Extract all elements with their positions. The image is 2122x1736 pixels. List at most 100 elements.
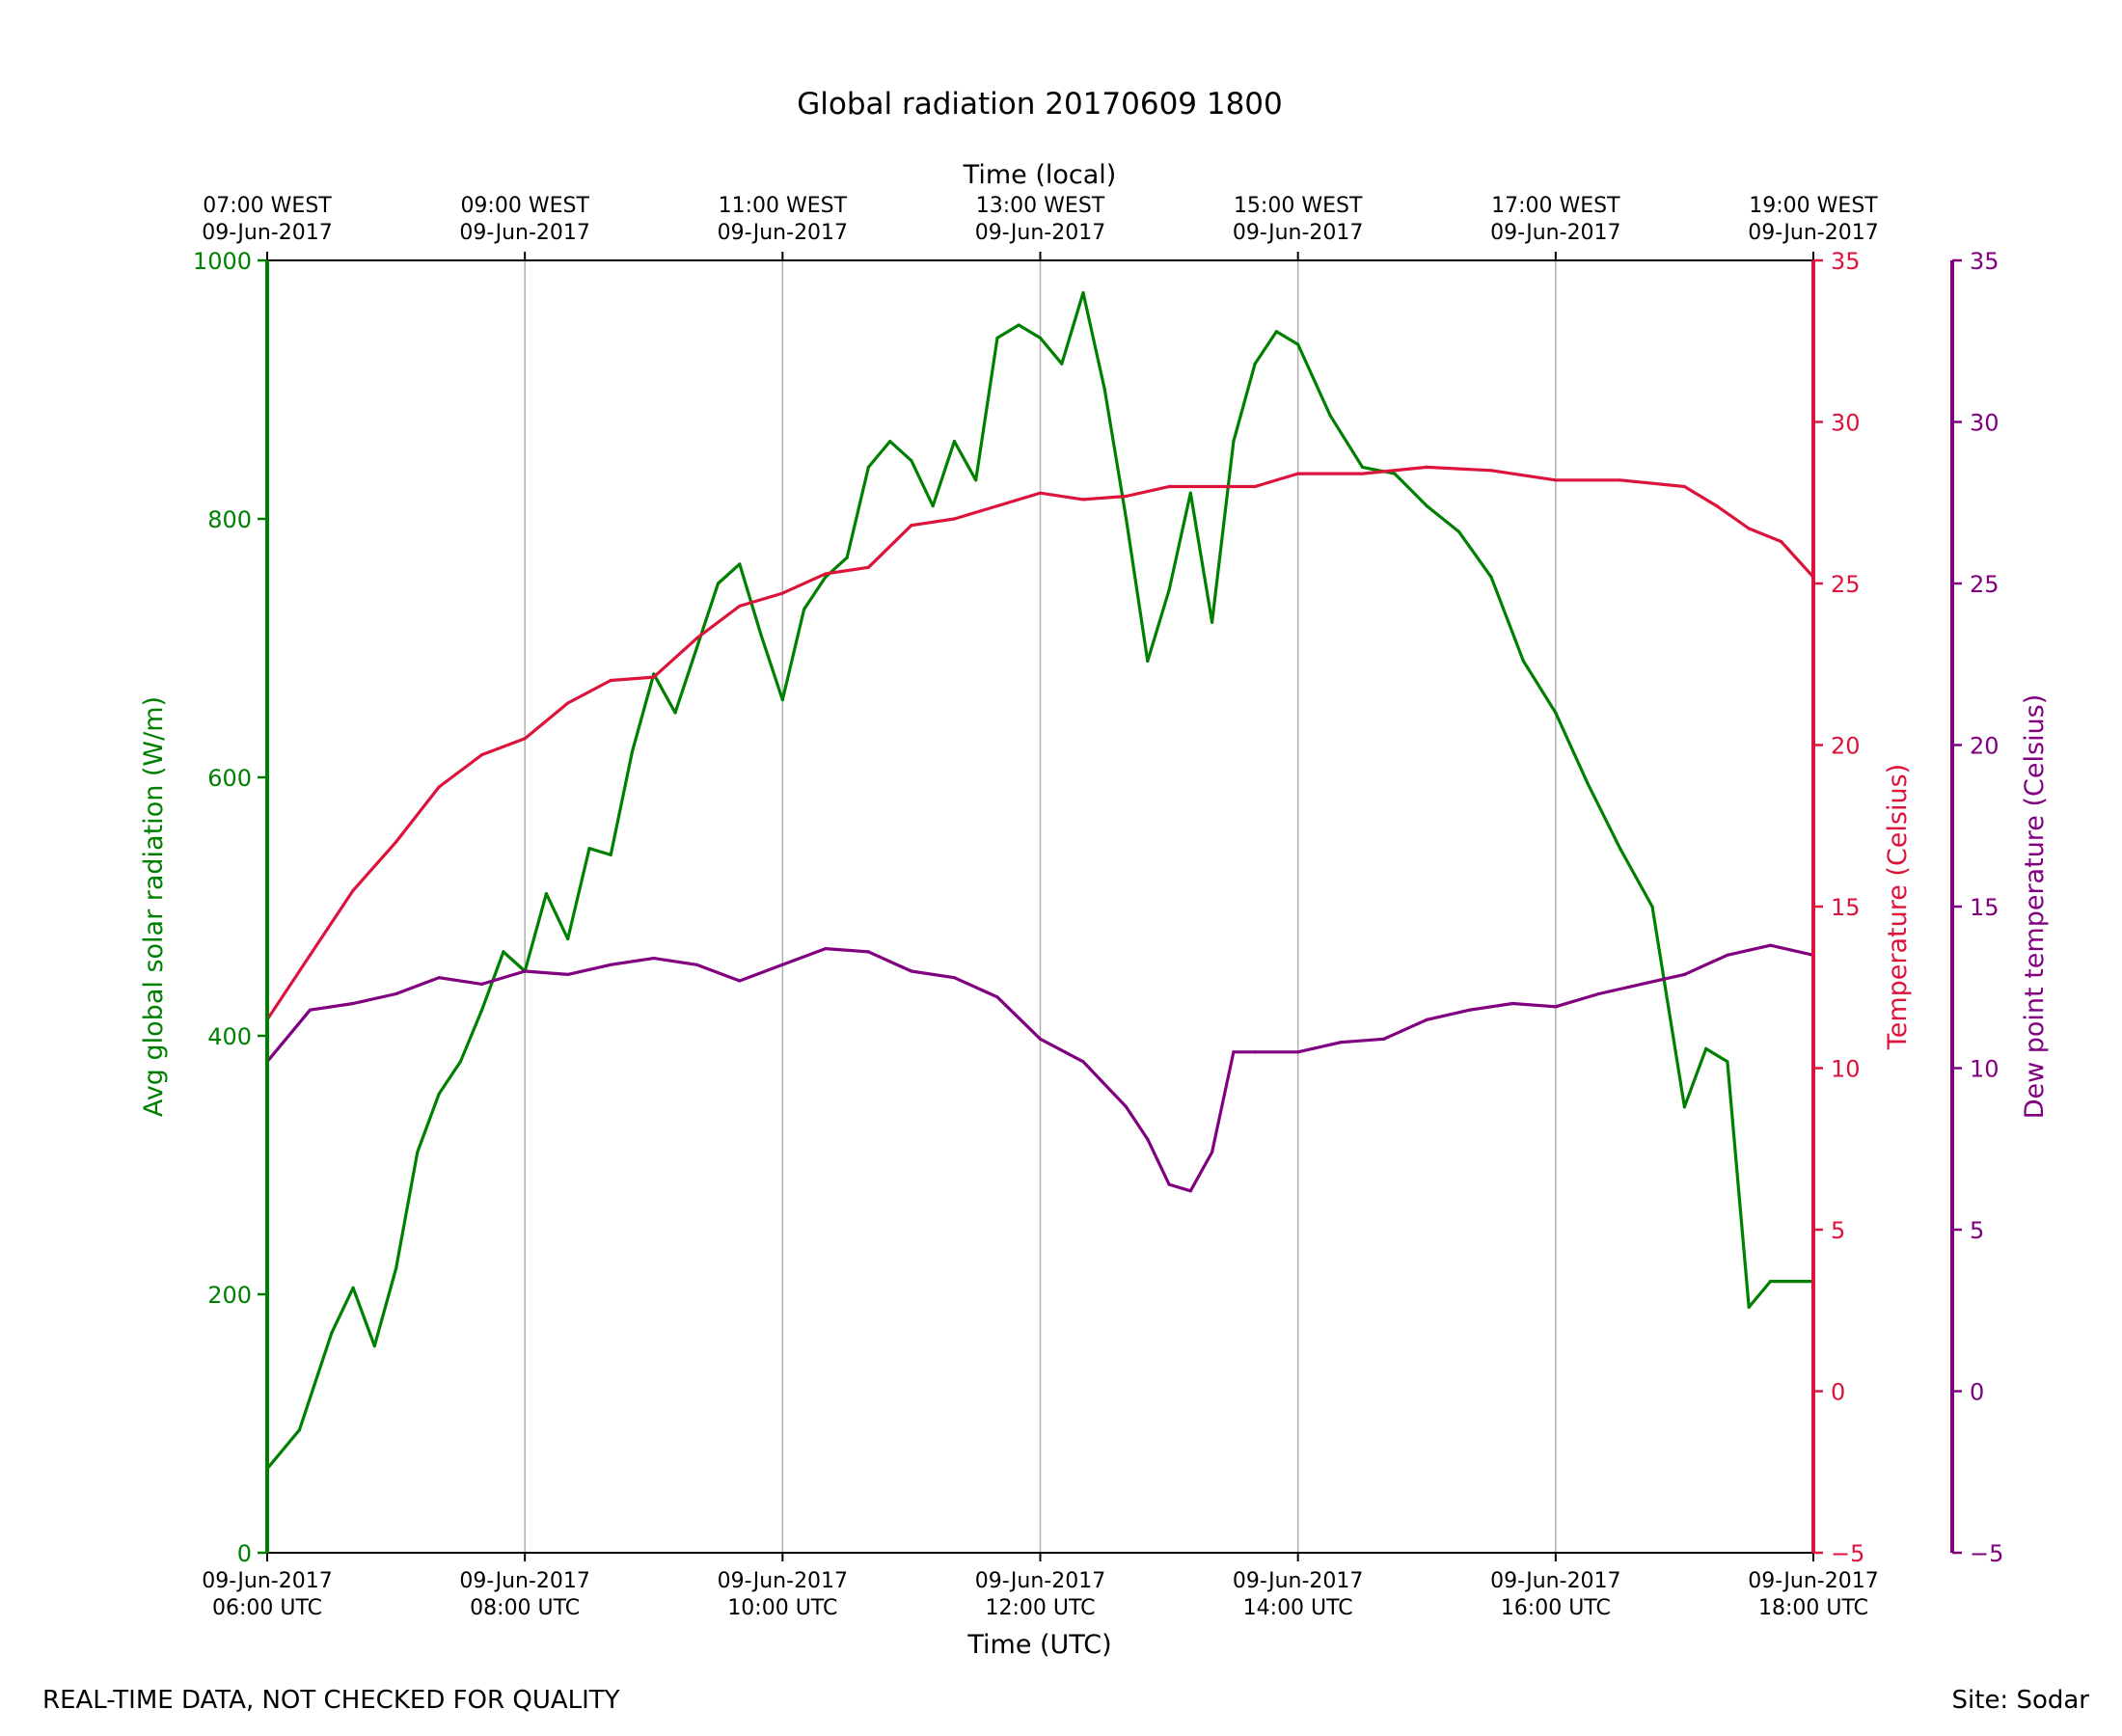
temperature-axis-tick-label: 35 [1831,248,1861,275]
data-point-temperature [1253,484,1257,489]
data-point-dewpoint [437,976,441,980]
temperature-axis-tick-label: −5 [1831,1540,1864,1567]
data-point-radiation [1360,465,1365,469]
data-point-radiation [1328,414,1332,418]
data-point-radiation [297,1428,301,1432]
radiation-axis-tick-label: 200 [207,1282,252,1309]
data-point-dewpoint [1124,1105,1129,1109]
data-point-dewpoint [480,982,484,987]
data-point-radiation [351,1286,355,1289]
x-tick-label: 08:00 UTC [470,1596,580,1620]
temperature-axis-tick-label: 0 [1831,1379,1845,1406]
data-point-dewpoint [1339,1041,1343,1044]
top-x-axis-label: Time (local) [963,160,1117,190]
x-tick-label: 14:00 UTC [1243,1596,1353,1620]
data-point-radiation [1619,847,1622,851]
top-x-tick-label: 07:00 WEST [203,194,332,218]
x-tick-label: 09-Jun-2017 [975,1569,1105,1593]
data-point-radiation [1768,1280,1773,1284]
y-axis-label-dewpoint: Dew point temperature (Celsius) [2020,694,2050,1120]
data-point-radiation [372,1344,376,1348]
data-point-dewpoint [952,976,957,980]
axes-layer: 09-Jun-2017 06:00 UTC 07:00 WEST 09-Jun-201… [193,194,2003,1620]
data-point-radiation [1682,1105,1687,1109]
data-point-dewpoint [738,979,742,983]
dewpoint-axis-tick-label: 0 [1970,1379,1984,1406]
data-point-dewpoint [1038,1037,1043,1041]
x-tick-label: 09-Jun-2017 [718,1569,848,1593]
x-axis-label: Time (UTC) [966,1630,1111,1660]
data-point-dewpoint [394,991,398,996]
x-tick-label: 06:00 UTC [212,1596,322,1620]
data-point-temperature [1682,484,1687,489]
data-point-radiation [1274,330,1279,334]
data-point-temperature [609,678,612,683]
data-point-radiation [910,459,913,463]
top-x-tick-label: 09-Jun-2017 [459,221,589,245]
series-layer [265,290,1815,1471]
data-point-radiation [1081,290,1085,295]
data-point-radiation [416,1151,420,1154]
x-tick-label: 09-Jun-2017 [202,1569,332,1593]
data-point-dewpoint [995,995,999,999]
data-point-dewpoint [1468,1008,1472,1012]
data-point-dewpoint [566,972,570,976]
data-point-radiation [1253,362,1257,366]
data-point-temperature [480,752,484,757]
data-point-radiation [609,853,612,857]
data-point-dewpoint [1188,1189,1192,1193]
quality-note: REAL-TIME DATA, NOT CHECKED FOR QUALITY [42,1686,620,1715]
data-point-radiation [1425,504,1428,508]
top-x-tick-label: 09:00 WEST [460,194,589,218]
data-point-temperature [652,675,656,679]
data-point-radiation [802,608,806,611]
top-x-tick-label: 09-Jun-2017 [975,221,1105,245]
data-point-radiation [1211,620,1214,624]
data-point-dewpoint [910,969,913,973]
chart-title: Global radiation 20170609 1800 [797,87,1283,122]
data-point-radiation [673,711,677,715]
data-point-radiation [502,950,505,954]
data-point-temperature [566,701,570,705]
data-point-radiation [1017,323,1020,327]
data-point-temperature [824,572,828,576]
data-point-radiation [1457,529,1461,534]
top-x-tick-label: 09-Jun-2017 [202,221,332,245]
y-axis-label-radiation: Avg global solar radiation (W/m) [139,696,169,1117]
dewpoint-axis-tick-label: −5 [1970,1540,2003,1567]
data-point-dewpoint [1167,1182,1171,1186]
data-point-radiation [1554,711,1558,715]
top-x-tick-label: 09-Jun-2017 [1748,221,1878,245]
data-point-temperature [351,888,355,892]
data-point-radiation [1146,659,1150,664]
data-point-radiation [1521,659,1526,664]
data-point-dewpoint [609,963,612,966]
temperature-axis-tick-label: 10 [1831,1056,1861,1083]
data-point-dewpoint [351,1001,355,1006]
data-point-radiation [544,892,549,896]
data-point-radiation [716,582,721,585]
x-tick-label: 09-Jun-2017 [1233,1569,1363,1593]
data-point-dewpoint [1253,1050,1257,1054]
x-tick-label: 09-Jun-2017 [459,1569,589,1593]
data-point-radiation [1586,782,1590,786]
data-point-temperature [1167,484,1171,489]
data-point-temperature [1489,469,1493,473]
data-point-radiation [738,562,742,566]
temperature-axis-tick-label: 25 [1831,571,1861,598]
dewpoint-axis-tick-label: 15 [1970,894,2000,921]
data-point-radiation [694,646,698,650]
data-point-temperature [738,604,742,609]
temperature-axis-tick-label: 20 [1831,733,1861,760]
data-point-radiation [630,749,635,753]
radiation-axis-tick-label: 0 [237,1540,252,1567]
data-point-dewpoint [652,957,656,961]
data-point-dewpoint [1425,1017,1428,1021]
data-point-temperature [523,737,527,741]
x-tick-label: 10:00 UTC [727,1596,837,1620]
data-point-radiation [1747,1305,1751,1309]
data-point-temperature [1425,465,1428,469]
data-point-dewpoint [1296,1050,1300,1054]
data-point-radiation [824,575,828,579]
